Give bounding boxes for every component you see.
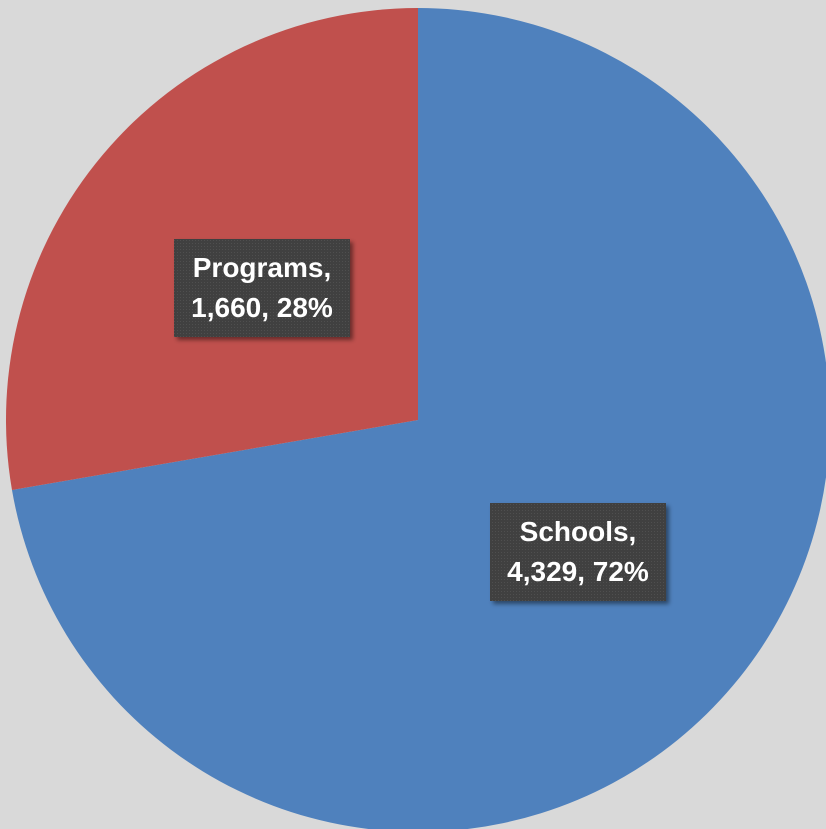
labels-layer: Schools, 4,329, 72% Programs, 1,660, 28% <box>174 239 666 601</box>
data-label-programs: Programs, 1,660, 28% <box>174 239 350 337</box>
data-label-line: Schools, <box>520 516 637 547</box>
data-label-line: 4,329, 72% <box>507 556 649 587</box>
data-label-schools: Schools, 4,329, 72% <box>490 503 666 601</box>
data-label-texture <box>174 239 350 337</box>
slices-layer <box>5 8 826 829</box>
data-label-line: 1,660, 28% <box>191 292 333 323</box>
data-label-texture <box>490 503 666 601</box>
pie-slice-schools <box>11 8 826 829</box>
data-label-line: Programs, <box>193 252 332 283</box>
